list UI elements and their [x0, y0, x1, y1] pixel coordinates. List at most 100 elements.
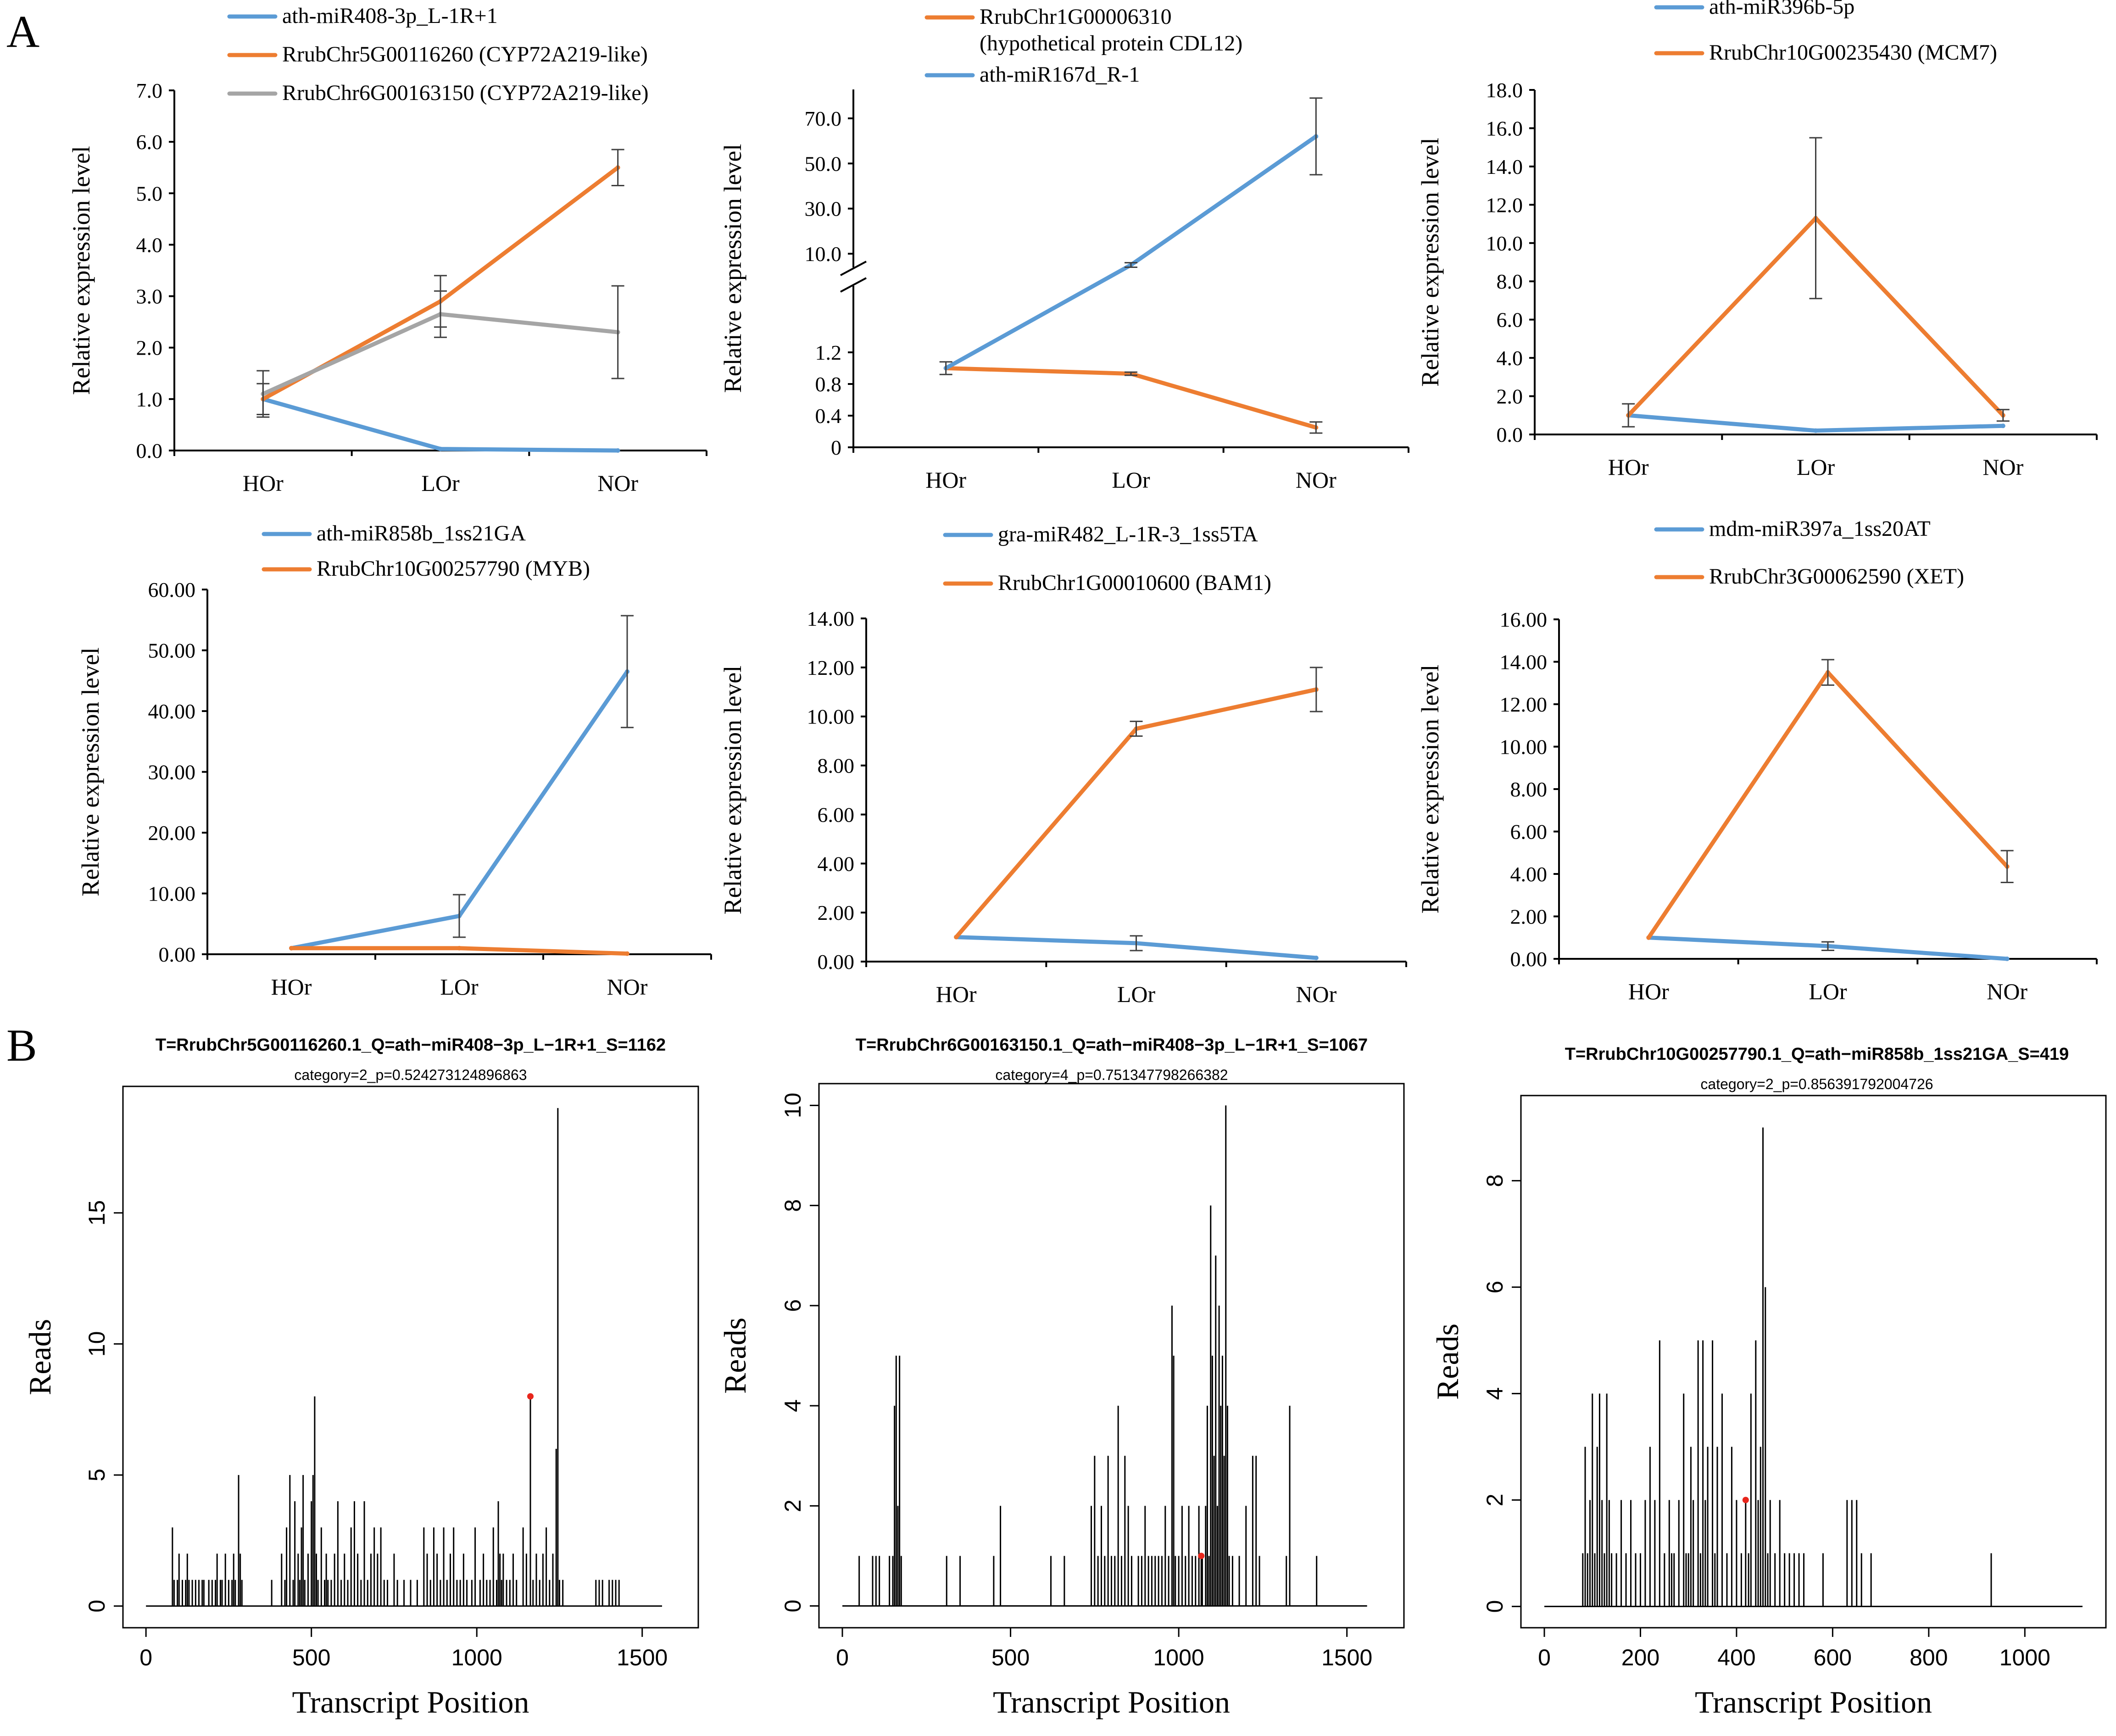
chart-a3: 0.0 2.0 4.0 6.0 8.0 10.0 12.0 14.0 16.0 18.0 HOr LO… [1416, 0, 2098, 480]
chart-b3: T=RrubChr10G00257790.1_Q=ath−miR858b_1ss… [1430, 1045, 2107, 1719]
y-tick-label: 6 [1482, 1281, 1508, 1294]
x-axis-label: Transcript Position [292, 1685, 529, 1719]
x-tick-label: 200 [1621, 1645, 1659, 1670]
plot-subtitle: category=2_p=0.524273124896863 [294, 1067, 527, 1083]
x-tick-label: NOr [1296, 981, 1336, 1007]
y-tick-label: 0.00 [159, 943, 196, 966]
legend-label: RrubChr1G00010600 (BAM1) [998, 571, 1271, 595]
data-point [1646, 935, 1651, 940]
cleavage-site-marker [1742, 1497, 1749, 1503]
y-tick-label: 7.0 [136, 79, 163, 102]
legend-label: ath-miR858b_1ss21GA [317, 521, 526, 545]
x-tick-label: HOr [925, 467, 966, 493]
y-tick-label: 8.00 [818, 754, 855, 778]
data-point [457, 946, 462, 951]
y-tick-label: 10.00 [1500, 735, 1548, 759]
chart-b1: T=RrubChr5G00116260.1_Q=ath−miR408−3p_L−… [22, 1035, 699, 1719]
y-tick-label: 70.0 [805, 107, 842, 130]
y-axis-label: Relative expression level [67, 146, 95, 395]
chart-a5: 0.00 2.00 4.00 6.00 8.00 10.00 12.00 14.00 HOr LO… [719, 522, 1407, 1007]
y-tick-label: 10.00 [148, 882, 196, 906]
axis-break-mark [840, 277, 867, 293]
legend-label: RrubChr6G00163150 (CYP72A219-like) [282, 81, 649, 105]
y-tick-label: 18.0 [1486, 78, 1523, 102]
x-tick-label: NOr [1987, 979, 2027, 1004]
cleavage-site-marker [1198, 1552, 1205, 1559]
y-tick-label: 15 [84, 1200, 110, 1226]
y-tick-label: 30.00 [148, 761, 196, 784]
y-tick-label: 0 [84, 1600, 110, 1613]
y-tick-label: 6.0 [1497, 308, 1523, 332]
y-tick-label: 0.0 [1497, 423, 1523, 446]
y-tick-label: 2.00 [818, 901, 855, 924]
x-tick-label: LOr [440, 974, 479, 1000]
y-tick-label: 10.0 [805, 242, 842, 266]
y-tick-label: 2.00 [1510, 905, 1548, 929]
x-tick-label: LOr [1112, 467, 1150, 493]
y-tick-label: 12.0 [1486, 193, 1523, 217]
y-tick-label: 16.00 [1500, 608, 1548, 631]
y-axis-label: Reads [718, 1318, 752, 1394]
y-axis-label: Relative expression level [1416, 665, 1444, 914]
chart-a2: 0 0.4 0.8 1.2 10.0 30.0 50.0 70.0 HOr LOr NOr Relat… [719, 5, 1409, 493]
y-tick-label: 30.0 [805, 197, 842, 221]
y-tick-label: 8.0 [1497, 270, 1523, 293]
y-tick-label: 1.0 [136, 388, 163, 411]
y-tick-label: 4.00 [818, 852, 855, 875]
y-tick-label: 14.00 [1500, 651, 1548, 674]
y-tick-label: 8 [780, 1199, 806, 1212]
x-tick-label: LOr [1809, 979, 1847, 1004]
chart-a1: 0.0 1.0 2.0 3.0 4.0 5.0 6.0 7.0 HOr LOr NOr Relativ… [67, 4, 707, 496]
data-point [2000, 423, 2005, 428]
y-axis-label: Reads [1430, 1324, 1465, 1400]
y-tick-label: 2.0 [1497, 385, 1523, 408]
x-tick-label: HOr [243, 470, 284, 496]
panel-label-a: A [6, 6, 39, 57]
legend-label: (hypothetical protein CDL12) [980, 31, 1242, 56]
x-tick-label: 1000 [1153, 1645, 1204, 1670]
y-tick-label: 4.0 [1497, 346, 1523, 370]
plot-subtitle: category=4_p=0.751347798266382 [995, 1067, 1228, 1083]
plot-frame [818, 1083, 1405, 1629]
x-tick-label: 1500 [1321, 1645, 1372, 1670]
legend-label: RrubChr3G00062590 (XET) [1709, 564, 1964, 589]
plot-frame [1520, 1095, 2107, 1629]
plot-title: T=RrubChr5G00116260.1_Q=ath−miR408−3p_L−… [156, 1035, 666, 1055]
y-tick-label: 40.00 [148, 700, 196, 723]
y-tick-label: 0.4 [815, 404, 842, 428]
y-axis-label: Relative expression level [1416, 138, 1444, 387]
y-tick-label: 1.2 [815, 341, 842, 364]
x-tick-label: HOr [936, 981, 977, 1007]
y-tick-label: 10 [84, 1331, 110, 1357]
y-tick-label: 4.0 [136, 233, 163, 256]
y-tick-label: 14.0 [1486, 155, 1523, 178]
y-tick-label: 5 [84, 1469, 110, 1481]
x-tick-label: HOr [1628, 979, 1669, 1004]
y-tick-label: 4 [1482, 1387, 1508, 1400]
plot-title: T=RrubChr10G00257790.1_Q=ath−miR858b_1ss… [1565, 1045, 2069, 1064]
y-tick-label: 6 [780, 1299, 806, 1312]
legend-label: mdm-miR397a_1ss20AT [1709, 517, 1931, 541]
x-tick-label: LOr [1117, 981, 1156, 1007]
x-tick-label: NOr [1296, 467, 1336, 493]
data-point [2005, 957, 2010, 961]
y-tick-label: 8.00 [1510, 778, 1548, 801]
x-tick-label: NOr [607, 974, 648, 1000]
x-tick-label: NOr [1982, 454, 2023, 480]
data-point [438, 446, 443, 451]
y-tick-label: 10.00 [807, 705, 855, 729]
y-tick-label: 3.0 [136, 285, 163, 308]
x-tick-label: LOr [421, 470, 460, 496]
y-tick-label: 12.00 [1500, 693, 1548, 716]
chart-a4: 0.00 10.00 20.00 30.00 40.00 50.00 60.00 HOr LOr… [77, 521, 712, 1000]
x-tick-label: LOr [1797, 454, 1835, 480]
x-tick-label: 800 [1910, 1645, 1948, 1670]
x-tick-label: 0 [139, 1645, 152, 1670]
y-tick-label: 10.0 [1486, 232, 1523, 255]
y-tick-label: 0.8 [815, 373, 842, 396]
y-tick-label: 20.00 [148, 821, 196, 845]
charts: 0.0 1.0 2.0 3.0 4.0 5.0 6.0 7.0 HOr LOr NOr Relativ… [22, 0, 2107, 1719]
x-tick-label: 1000 [1999, 1645, 2050, 1670]
y-tick-label: 6.0 [136, 130, 163, 154]
